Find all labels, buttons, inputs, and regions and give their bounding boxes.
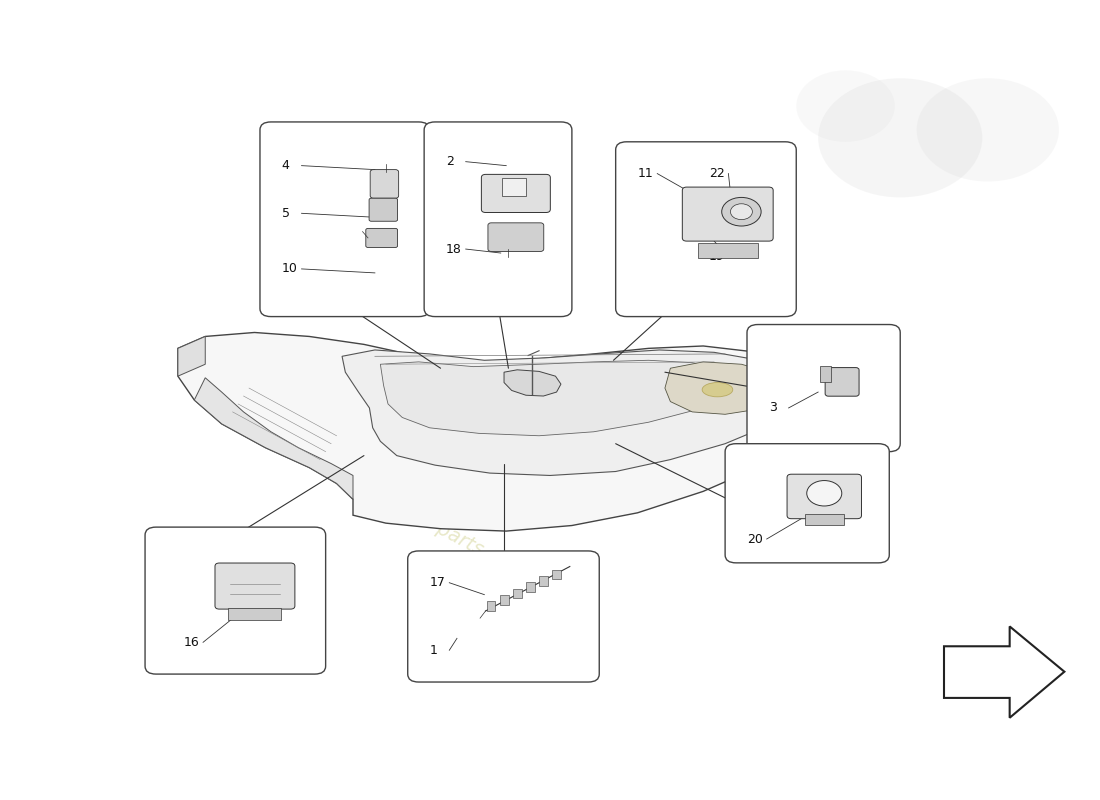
Polygon shape bbox=[178, 333, 813, 531]
FancyBboxPatch shape bbox=[425, 122, 572, 317]
Bar bbox=[503, 178, 526, 196]
Text: 19: 19 bbox=[708, 250, 725, 263]
FancyBboxPatch shape bbox=[682, 187, 773, 241]
Text: a passion for parts since 1985: a passion for parts since 1985 bbox=[317, 458, 586, 613]
Polygon shape bbox=[342, 350, 791, 475]
Text: 1: 1 bbox=[430, 644, 438, 657]
FancyBboxPatch shape bbox=[825, 367, 859, 396]
Bar bbox=[513, 589, 521, 598]
Bar bbox=[804, 514, 844, 525]
Polygon shape bbox=[504, 370, 561, 396]
Circle shape bbox=[916, 78, 1059, 182]
FancyBboxPatch shape bbox=[482, 174, 550, 213]
Text: 2: 2 bbox=[446, 155, 454, 168]
Polygon shape bbox=[381, 360, 725, 436]
Text: 18: 18 bbox=[446, 242, 462, 255]
Text: 22: 22 bbox=[708, 167, 725, 180]
FancyBboxPatch shape bbox=[214, 563, 295, 609]
Text: 20: 20 bbox=[747, 533, 763, 546]
Text: 4: 4 bbox=[282, 159, 289, 172]
Bar bbox=[539, 576, 548, 586]
Text: 5: 5 bbox=[282, 207, 290, 220]
Text: 11: 11 bbox=[638, 167, 653, 180]
FancyBboxPatch shape bbox=[408, 551, 600, 682]
Polygon shape bbox=[195, 378, 353, 499]
Ellipse shape bbox=[702, 382, 733, 397]
FancyBboxPatch shape bbox=[371, 170, 398, 198]
Text: 3: 3 bbox=[769, 402, 777, 414]
Text: 16: 16 bbox=[184, 636, 199, 649]
Circle shape bbox=[730, 204, 752, 220]
Circle shape bbox=[818, 78, 982, 198]
Bar bbox=[526, 582, 535, 592]
Bar bbox=[228, 607, 280, 620]
FancyBboxPatch shape bbox=[616, 142, 796, 317]
FancyBboxPatch shape bbox=[260, 122, 430, 317]
FancyBboxPatch shape bbox=[725, 444, 889, 563]
Circle shape bbox=[796, 70, 894, 142]
Polygon shape bbox=[664, 362, 780, 414]
FancyBboxPatch shape bbox=[488, 223, 543, 251]
FancyBboxPatch shape bbox=[366, 229, 397, 247]
FancyBboxPatch shape bbox=[145, 527, 326, 674]
FancyBboxPatch shape bbox=[788, 474, 861, 518]
Text: 10: 10 bbox=[282, 262, 298, 275]
Bar bbox=[697, 243, 758, 258]
FancyBboxPatch shape bbox=[370, 198, 397, 222]
Bar bbox=[486, 602, 495, 611]
Polygon shape bbox=[178, 337, 206, 376]
Text: 17: 17 bbox=[430, 576, 446, 590]
Bar bbox=[552, 570, 561, 579]
Circle shape bbox=[806, 481, 842, 506]
Bar bbox=[820, 366, 830, 382]
Polygon shape bbox=[944, 626, 1065, 718]
FancyBboxPatch shape bbox=[747, 325, 900, 452]
Circle shape bbox=[722, 198, 761, 226]
Bar bbox=[499, 595, 508, 605]
